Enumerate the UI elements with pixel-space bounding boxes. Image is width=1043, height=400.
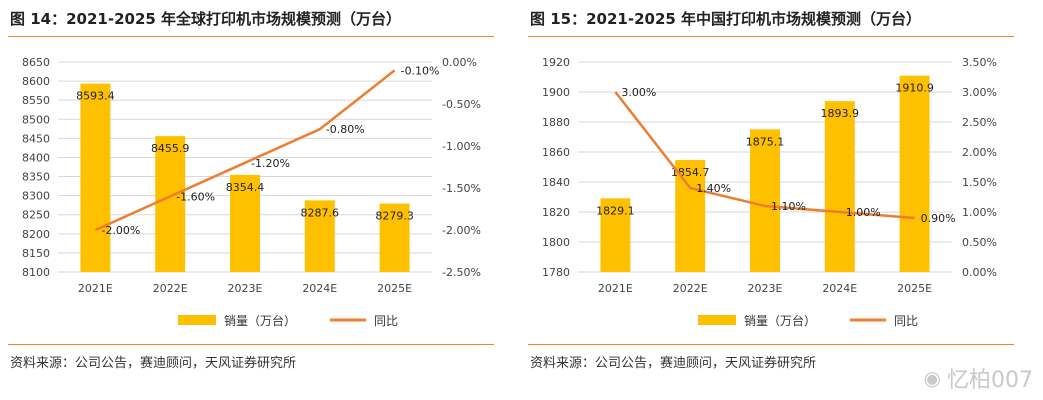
y-tick-label: 8300	[22, 190, 50, 203]
bar-data-label: 1910.9	[895, 82, 934, 95]
x-tick-label: 2025E	[897, 282, 932, 295]
y-tick-label: 8500	[22, 113, 50, 126]
bar-data-label: 8279.3	[375, 210, 414, 223]
line-data-label: -0.80%	[326, 123, 365, 136]
source-rule	[528, 344, 1014, 345]
y2-tick-label: 0.00%	[442, 56, 477, 69]
chart-svg: 1920 1900 1880 1860 1840 1820 1800 1780 3.50% 3.0…	[542, 56, 997, 328]
line-series	[614, 91, 915, 220]
y2-tick-label: -0.50%	[442, 98, 481, 111]
x-tick-label: 2023E	[748, 282, 783, 295]
y-tick-label: 8350	[22, 171, 50, 184]
bar	[379, 203, 410, 272]
y2-tick-label: 2.50%	[962, 116, 997, 129]
y2-tick-label: 3.50%	[962, 56, 997, 69]
line-data-label: 3.00%	[621, 86, 656, 99]
source-rule	[8, 344, 494, 345]
bar	[899, 75, 930, 273]
chart-title: 图 15：2021-2025 年中国打印机市场规模预测（万台）	[530, 10, 922, 28]
line-data-label: 1.40%	[696, 182, 731, 195]
line-data-label: -2.00%	[101, 224, 140, 237]
y-tick-label: 8250	[22, 209, 50, 222]
bar-data-label: 8593.4	[76, 90, 115, 103]
legend-bar-label: 销量（万台）	[224, 313, 296, 328]
y-tick-label: 1880	[542, 116, 570, 129]
y2-tick-label: 0.50%	[962, 236, 997, 249]
chart-svg: 8650 8600 8550 8500 8450 8400 8350 8300 8250 8200…	[22, 56, 481, 328]
y-tick-label: 1860	[542, 146, 570, 159]
line-series	[94, 69, 396, 232]
watermark: ◉ 忆柏007	[924, 362, 1033, 394]
y-tick-label: 1820	[542, 206, 570, 219]
source-note: 资料来源：公司公告，赛迪顾问，天风证券研究所	[10, 356, 297, 371]
bar	[675, 159, 706, 272]
x-tick-label: 2022E	[673, 282, 708, 295]
legend-bar-swatch	[698, 315, 736, 325]
bar-data-label: 1875.1	[746, 135, 785, 148]
line-data-label: -0.10%	[401, 64, 440, 77]
legend-bar-swatch	[178, 315, 216, 325]
title-rule	[528, 36, 1014, 37]
y2-tick-label: -1.50%	[442, 182, 481, 195]
line-data-label: 1.10%	[771, 200, 806, 213]
bar	[750, 129, 780, 272]
y-tick-label: 8650	[22, 56, 50, 69]
legend-line-label: 同比	[374, 314, 398, 328]
y2-tick-label: 1.50%	[962, 176, 997, 189]
bar-data-label: 1893.9	[821, 107, 860, 120]
x-tick-label: 2024E	[822, 282, 857, 295]
y2-tick-label: 2.00%	[962, 146, 997, 159]
x-tick-label: 2021E	[598, 282, 633, 295]
chart-panel-china: 图 15：2021-2025 年中国打印机市场规模预测（万台） 1920 1900…	[520, 0, 1016, 400]
y2-tick-label: 3.00%	[962, 86, 997, 99]
x-tick-label: 2022E	[153, 282, 188, 295]
y2-tick-label: -2.00%	[442, 224, 481, 237]
bar-data-label: 8354.4	[226, 181, 265, 194]
y-tick-label: 8600	[22, 75, 50, 88]
title-rule	[8, 36, 494, 37]
y-tick-label: 8400	[22, 151, 50, 164]
x-tick-label: 2024E	[302, 282, 337, 295]
bar	[155, 136, 186, 272]
bar	[230, 174, 260, 272]
chart-title: 图 14：2021-2025 年全球打印机市场规模预测（万台）	[10, 10, 402, 28]
y-tick-label: 8200	[22, 228, 50, 241]
x-tick-label: 2025E	[377, 282, 412, 295]
y-tick-label: 1840	[542, 176, 570, 189]
source-note: 资料来源：公司公告，赛迪顾问，天风证券研究所	[530, 356, 817, 371]
y-tick-label: 1800	[542, 236, 570, 249]
bar-data-label: 8455.9	[151, 142, 190, 155]
legend-bar-label: 销量（万台）	[744, 313, 816, 328]
chart-panel-global: 图 14：2021-2025 年全球打印机市场规模预测（万台） 8650 8600…	[0, 0, 496, 400]
bar-data-label: 1829.1	[596, 204, 635, 217]
line-data-label: 0.90%	[921, 212, 956, 225]
y2-tick-label: -1.00%	[442, 140, 481, 153]
bar	[80, 83, 111, 273]
legend-line-label: 同比	[894, 314, 918, 328]
bar	[824, 101, 855, 273]
y-tick-label: 8100	[22, 266, 50, 279]
bar	[600, 198, 631, 272]
line-data-label: -1.60%	[176, 190, 215, 203]
y-tick-label: 8550	[22, 94, 50, 107]
bar-data-label: 8287.6	[301, 206, 340, 219]
watermark-text: 忆柏007	[947, 368, 1033, 393]
y2-tick-label: -2.50%	[442, 266, 481, 279]
y-tick-label: 1900	[542, 86, 570, 99]
y-tick-label: 1780	[542, 266, 570, 279]
y2-tick-label: 1.00%	[962, 206, 997, 219]
y-tick-label: 8450	[22, 132, 50, 145]
line-data-label: -1.20%	[251, 157, 290, 170]
bar	[304, 200, 335, 272]
x-tick-label: 2023E	[228, 282, 263, 295]
y2-tick-label: 0.00%	[962, 266, 997, 279]
weibo-icon: ◉	[923, 366, 941, 390]
y-tick-label: 8150	[22, 247, 50, 260]
x-tick-label: 2021E	[78, 282, 113, 295]
line-data-label: 1.00%	[846, 206, 881, 219]
y-tick-label: 1920	[542, 56, 570, 69]
